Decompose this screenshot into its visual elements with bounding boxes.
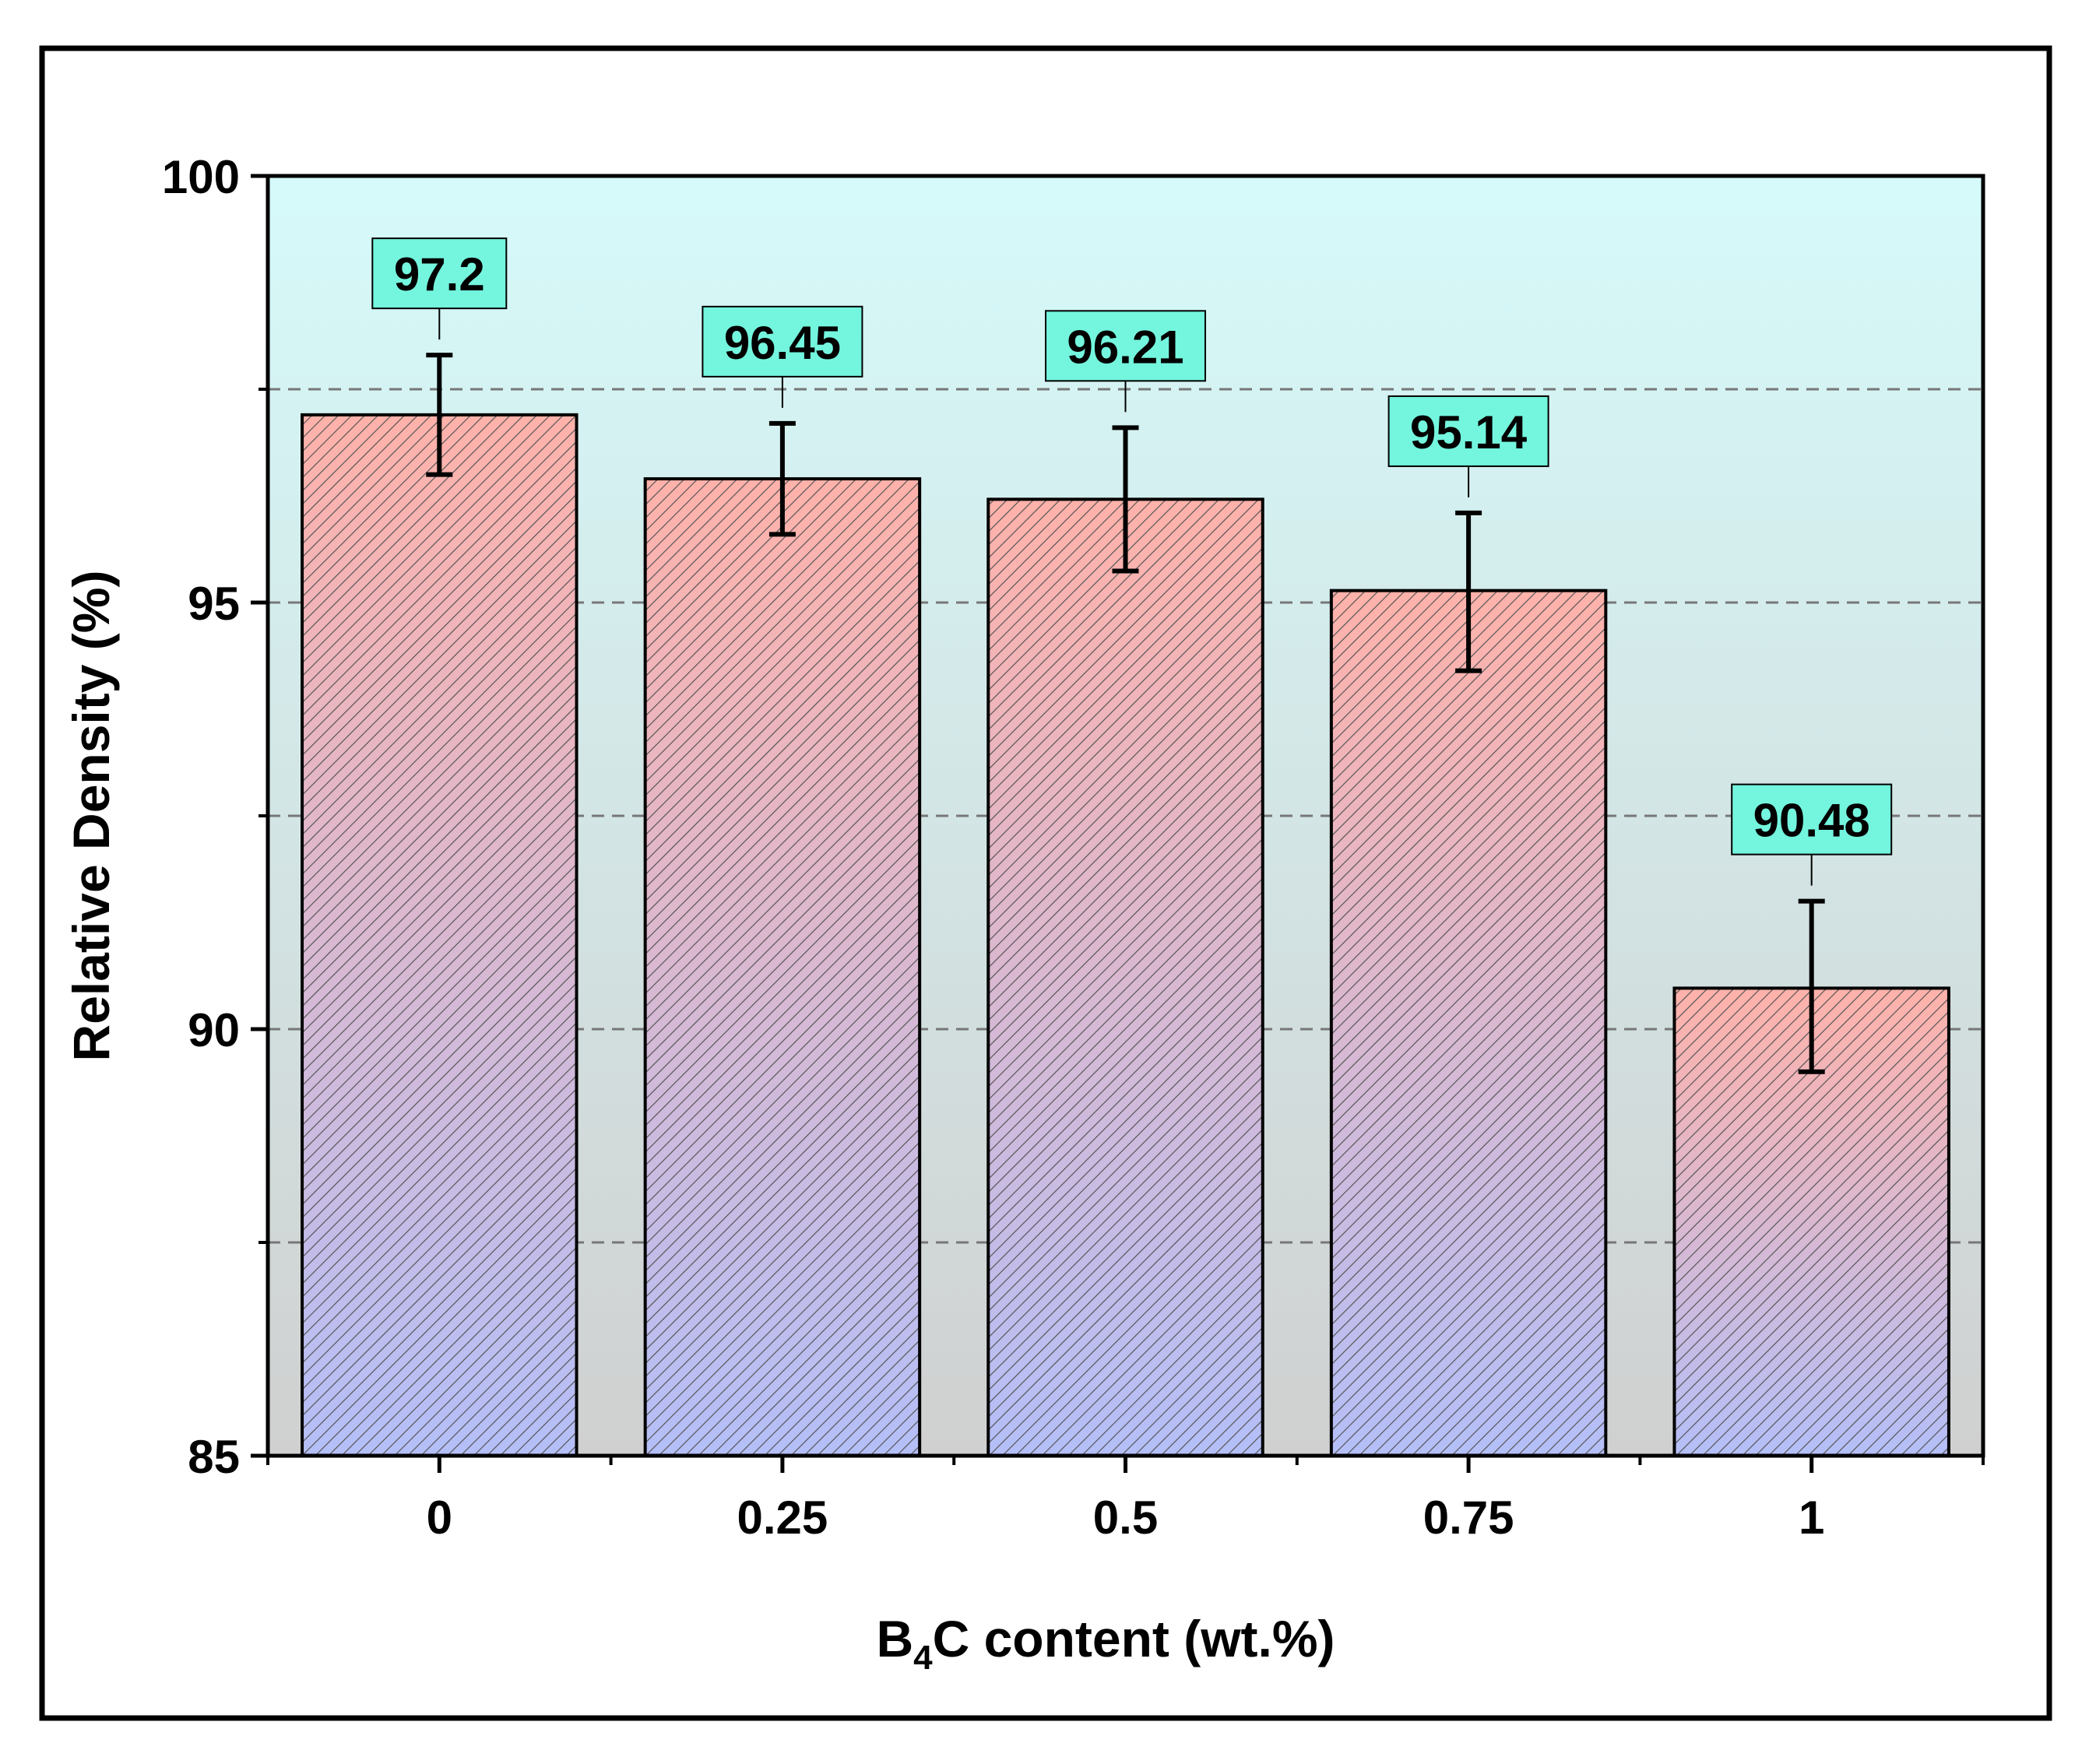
x-tick-label: 0 (427, 1492, 452, 1544)
bar-0.75 (1329, 589, 1608, 1457)
x-tick-label: 0.5 (1093, 1492, 1158, 1544)
y-axis-title: Relative Density (%) (62, 571, 120, 1062)
x-axis-title-subscript: 4 (913, 1639, 933, 1677)
x-axis-ticks: 0 0.25 0.5 0.75 1 (266, 1456, 1985, 1544)
y-tick-100: 100 (162, 151, 268, 203)
x-tick-label: 1 (1799, 1492, 1824, 1544)
x-tick-label: 0.25 (737, 1492, 828, 1544)
value-label-0.5: 96.21 (1045, 310, 1206, 413)
x-tick-1: 1 (1799, 1456, 1824, 1544)
x-tick-label: 0.75 (1423, 1492, 1514, 1544)
value-label-text: 97.2 (394, 248, 485, 300)
bar-hatch (1329, 589, 1608, 1457)
value-label-box (1731, 783, 1893, 856)
error-bar-0.75 (1455, 510, 1482, 673)
value-label-text: 90.48 (1753, 795, 1870, 847)
y-tick-label: 85 (188, 1431, 240, 1483)
error-bar-0 (426, 353, 453, 477)
bar-hatch (301, 413, 579, 1457)
error-bar-0.5 (1112, 425, 1139, 574)
y-tick-label: 95 (188, 578, 240, 630)
value-label-text: 96.21 (1067, 321, 1183, 373)
x-tick-0.25: 0.25 (737, 1456, 828, 1544)
bar-0.25 (643, 477, 922, 1458)
value-label-box (702, 305, 863, 378)
bar-0 (301, 413, 579, 1457)
value-label-box (1387, 395, 1549, 467)
bar-hatch (643, 477, 922, 1458)
value-label-1: 90.48 (1731, 783, 1893, 886)
value-label-box (371, 237, 508, 310)
value-label-0: 97.2 (371, 237, 508, 340)
y-tick-label: 90 (188, 1004, 240, 1056)
value-label-text: 96.45 (724, 317, 841, 369)
y-tick-90: 90 (188, 1004, 268, 1056)
error-bar-0.25 (768, 420, 796, 537)
x-axis-title: B4C content (wt.%) (876, 1610, 1335, 1677)
bars (301, 413, 1950, 1458)
x-axis-title-main: B (876, 1610, 913, 1667)
value-label-0.75: 95.14 (1387, 395, 1549, 497)
y-axis-ticks: 85 90 95 100 (162, 151, 268, 1483)
x-tick-0.75: 0.75 (1423, 1456, 1514, 1544)
bar-hatch (986, 497, 1264, 1457)
value-label-text: 95.14 (1410, 406, 1528, 459)
x-tick-0.5: 0.5 (1093, 1456, 1158, 1544)
error-bars (426, 353, 1825, 1074)
y-tick-label: 100 (162, 151, 240, 203)
x-axis-title-rest: C content (wt.%) (933, 1610, 1335, 1667)
value-label-0.25: 96.45 (702, 305, 863, 408)
x-tick-0: 0 (427, 1456, 452, 1544)
value-label-box (1045, 310, 1206, 382)
bar-0.5 (986, 497, 1264, 1457)
y-tick-95: 95 (188, 578, 268, 630)
y-tick-85: 85 (188, 1431, 268, 1483)
error-bar-1 (1798, 898, 1825, 1074)
value-labels: 97.2 96.45 96.21 95.14 90.48 (371, 237, 1893, 886)
